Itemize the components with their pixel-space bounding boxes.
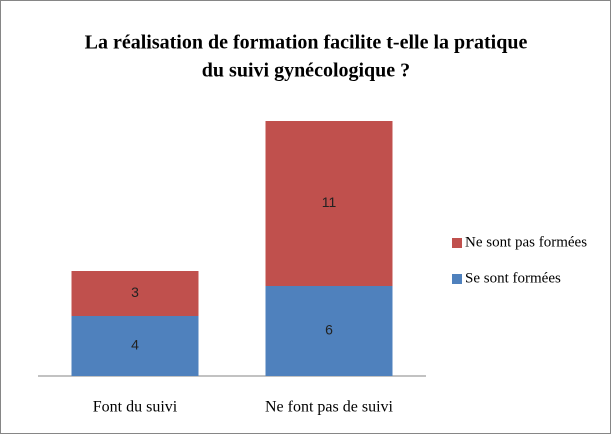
data-label: 6 bbox=[325, 322, 333, 338]
legend-swatch bbox=[452, 274, 462, 284]
x-tick-label: Font du suivi bbox=[93, 399, 178, 416]
bar-segment bbox=[71, 316, 199, 376]
legend-label: Ne sont pas formées bbox=[465, 234, 587, 250]
legend-swatch bbox=[452, 238, 462, 248]
bar-segment bbox=[71, 271, 199, 316]
data-label: 11 bbox=[322, 194, 337, 210]
data-label: 3 bbox=[131, 284, 139, 300]
bar-segment bbox=[265, 286, 393, 376]
chart-title: La réalisation de formation facilite t-e… bbox=[85, 32, 528, 54]
chart-title: du suivi gynécologique ? bbox=[202, 60, 410, 82]
legend-label: Se sont formées bbox=[465, 270, 561, 286]
x-tick-label: Ne font pas de suivi bbox=[265, 399, 394, 416]
bar-segment bbox=[265, 121, 393, 286]
data-label: 4 bbox=[131, 337, 139, 353]
